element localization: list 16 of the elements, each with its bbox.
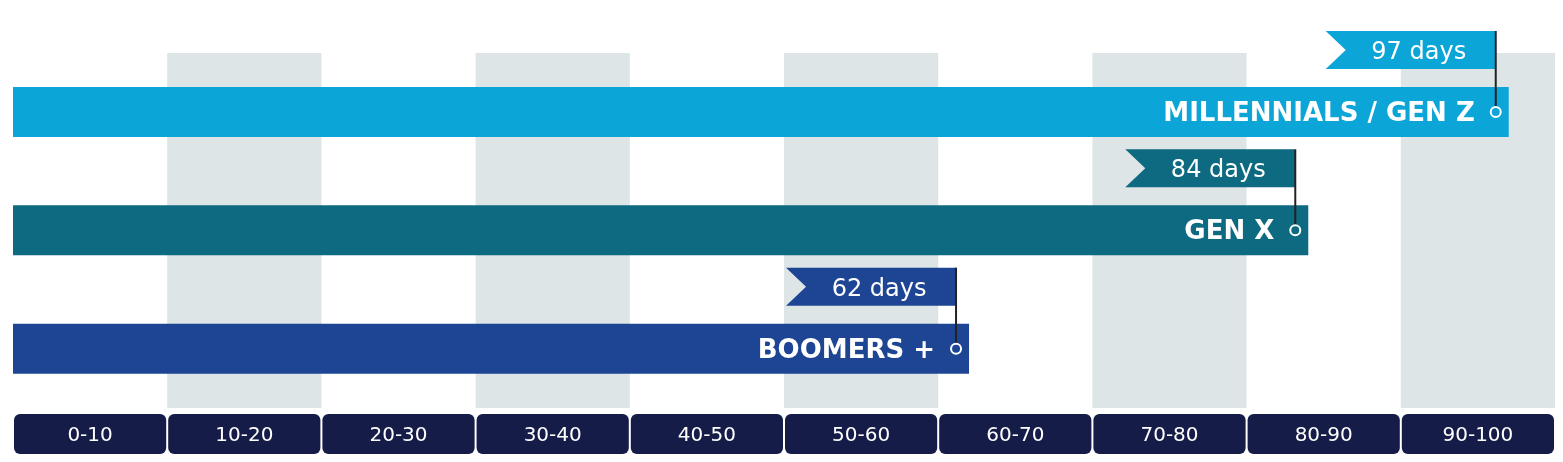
data-label: 84 days — [1170, 155, 1266, 184]
y-tick-label: MILLENNIALS / GEN Z — [1163, 97, 1475, 127]
y-tick-label: GEN X — [1184, 215, 1275, 246]
text: 60-70 — [986, 422, 1045, 446]
text: 20-30 — [369, 422, 428, 446]
text: 10-20 — [215, 422, 274, 446]
text: 0-10 — [67, 422, 113, 446]
text: 80-90 — [1294, 422, 1353, 446]
data-label: 62 days — [831, 273, 927, 302]
text: 70-80 — [1140, 422, 1199, 446]
text: 40-50 — [677, 422, 736, 446]
data-label: 97 days — [1371, 37, 1467, 65]
text: 90-100 — [1442, 422, 1514, 446]
text: 30-40 — [523, 422, 582, 446]
text: 50-60 — [832, 422, 891, 446]
y-tick-label: BOOMERS + — [757, 333, 936, 364]
